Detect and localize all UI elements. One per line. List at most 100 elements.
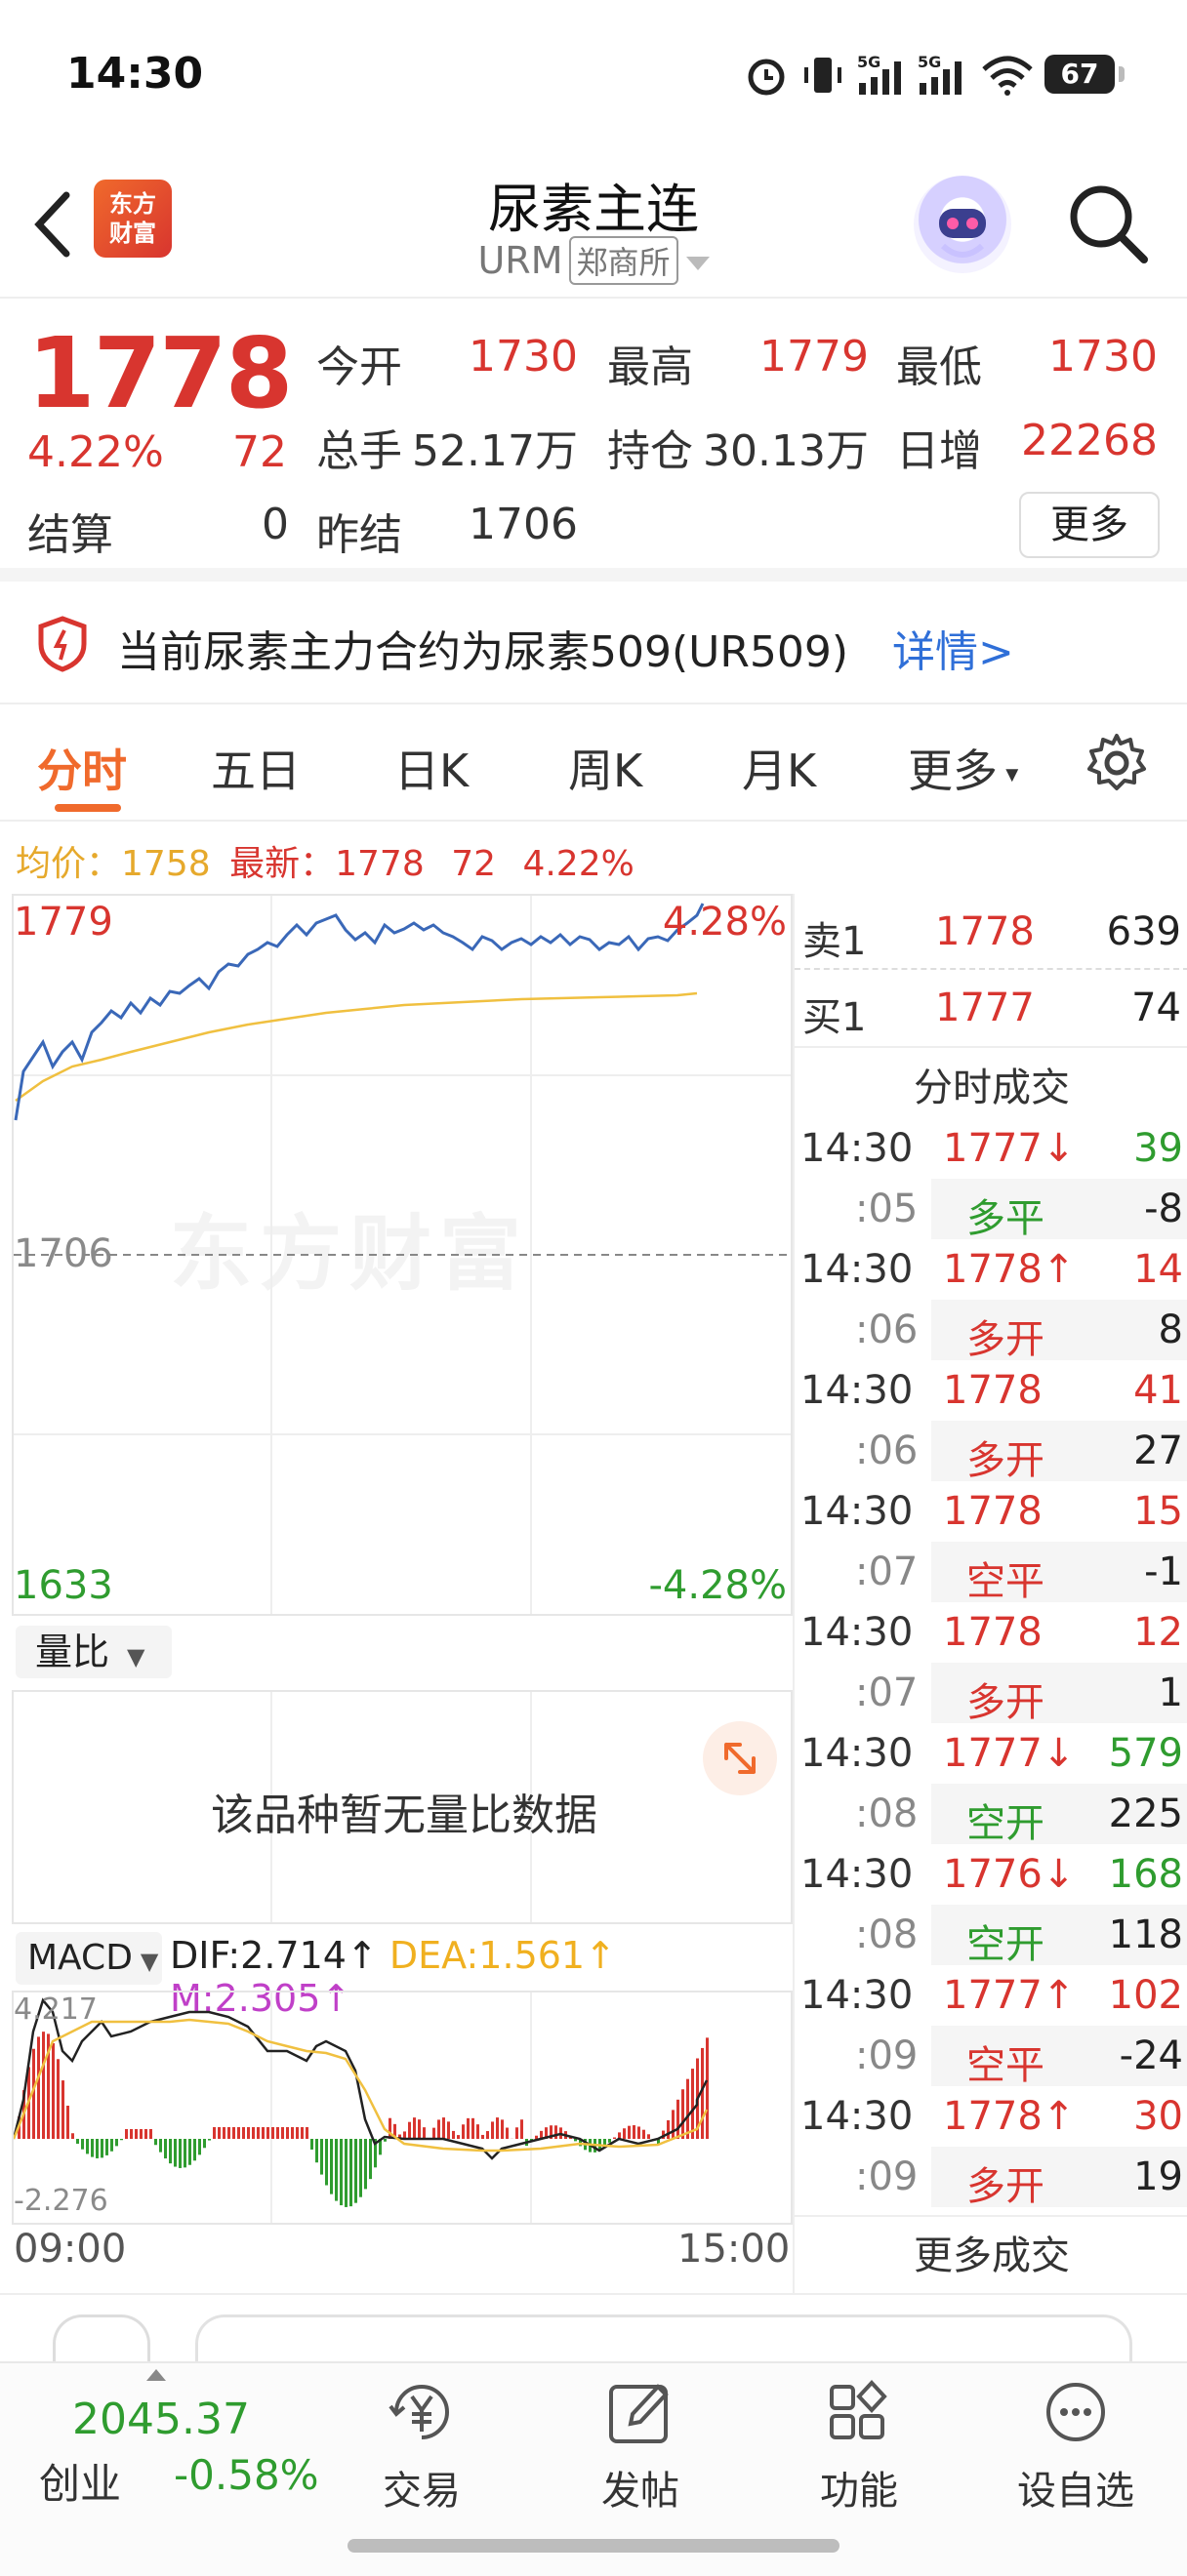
macd-bar (384, 2139, 387, 2142)
bid-label: 买1 (802, 995, 867, 1040)
trade-type-bg (931, 1421, 1187, 1481)
trade-volume: 102 (1108, 1973, 1183, 2018)
tab-more[interactable]: 更多 ▾ (908, 736, 1018, 800)
open-interest-value: 30.13万 (703, 426, 869, 476)
macd-bar (691, 2069, 694, 2139)
macd-bar (310, 2139, 313, 2150)
trade-row: 14:30 1778↑ 30 (795, 2086, 1187, 2147)
macd-bar (676, 2099, 679, 2139)
search-icon[interactable] (1064, 180, 1152, 267)
comment-input[interactable] (195, 2314, 1132, 2373)
contract-selector[interactable]: URM 郑商所 (0, 236, 1187, 285)
macd-bar (535, 2135, 538, 2139)
macd-bar (530, 2139, 533, 2142)
nav-customize-watchlist[interactable]: 设自选 (998, 2377, 1154, 2516)
expand-icon[interactable] (703, 1721, 777, 1795)
yen-cycle-icon (389, 2385, 449, 2439)
macd-bar (135, 2129, 138, 2139)
trade-type: 多开 (966, 1438, 1044, 1483)
trade-type-bg (931, 1784, 1187, 1844)
index-name: 创业 (39, 2460, 122, 2508)
trade-price: 1778↑ (943, 1247, 1076, 1292)
divider (795, 1046, 1187, 1048)
tab-five-day[interactable]: 五日 (211, 745, 301, 797)
trade-price: 1778 (943, 1368, 1043, 1413)
more-quote-button[interactable]: 更多 (1019, 492, 1160, 558)
macd-bar (437, 2119, 440, 2139)
macd-bar (554, 2125, 557, 2139)
caret-up-icon (146, 2369, 166, 2381)
back-arrow-icon[interactable] (25, 185, 84, 263)
avg-price-line (15, 991, 698, 1103)
macd-bar (550, 2125, 553, 2139)
trade-type-bg (931, 1663, 1187, 1723)
macd-bar (476, 2124, 479, 2139)
trade-second: :09 (855, 2154, 919, 2199)
macd-bar (188, 2139, 191, 2165)
emoji-button[interactable] (53, 2314, 150, 2373)
home-indicator[interactable] (348, 2539, 839, 2553)
ask-label: 卖1 (802, 919, 867, 964)
trade-oi-change: -8 (1144, 1187, 1183, 1231)
main-contract-notice[interactable]: 当前尿素主力合约为尿素509(UR509) 详情> (0, 582, 1187, 704)
macd-bar (364, 2139, 367, 2190)
gear-icon[interactable] (1085, 732, 1148, 794)
tab-daily-k[interactable]: 日K (394, 745, 470, 797)
macd-chart[interactable]: 4.217 -2.276 (12, 1991, 793, 2225)
nav-trade[interactable]: 交易 (344, 2377, 500, 2516)
macd-bar (110, 2139, 113, 2152)
macd-bar (57, 2059, 60, 2139)
trade-price: 1777↓ (943, 1731, 1076, 1776)
volume-ratio-header: 量比 ▼ (12, 1622, 793, 1680)
macd-bar (369, 2139, 372, 2180)
more-trades-button[interactable]: 更多成交 (795, 2215, 1187, 2293)
macd-bar (227, 2127, 230, 2139)
low-label: 最低 (896, 342, 982, 392)
macd-bar (115, 2139, 118, 2147)
comment-input-strip (0, 2293, 1187, 2373)
trade-volume: 39 (1133, 1126, 1183, 1171)
index-value[interactable]: 2045.37 (72, 2395, 250, 2444)
macd-dea: DEA:1.561↑ (389, 1934, 616, 1977)
settle-label: 结算 (27, 510, 113, 560)
trade-oi-change: 8 (1158, 1308, 1183, 1352)
macd-bar (130, 2129, 133, 2139)
macd-bar (662, 2130, 665, 2139)
battery-indicator: 67 (1044, 55, 1125, 94)
trade-volume: 14 (1133, 1247, 1183, 1292)
macd-bar (257, 2127, 260, 2139)
macd-bar (154, 2139, 157, 2146)
macd-bar (686, 2078, 689, 2139)
nav-post[interactable]: 发帖 (562, 2377, 718, 2516)
caret-down-icon: ▼ (127, 1643, 145, 1670)
active-tab-indicator (55, 804, 121, 812)
chart-start-time: 09:00 (14, 2227, 127, 2272)
notice-details-link[interactable]: 详情> (892, 627, 1014, 677)
macd-bar (140, 2129, 143, 2139)
macd-bar (520, 2119, 523, 2139)
macd-bar (193, 2139, 196, 2161)
nav-functions[interactable]: 功能 (781, 2377, 937, 2516)
macd-bar (462, 2124, 465, 2139)
notice-text: 当前尿素主力合约为尿素509(UR509) (117, 627, 849, 677)
tab-monthly-k[interactable]: 月K (742, 745, 817, 797)
macd-bar (457, 2135, 460, 2139)
trade-subrow: :08 空开 118 (795, 1905, 1187, 1967)
macd-bar (76, 2139, 79, 2144)
tab-intraday[interactable]: 分时 (37, 745, 127, 797)
macd-bar (37, 2036, 40, 2139)
avg-label: 均价： (16, 844, 122, 884)
macd-bar (496, 2117, 499, 2139)
tab-weekly-k[interactable]: 周K (568, 745, 643, 797)
assistant-robot-avatar[interactable] (914, 176, 1011, 273)
contract-symbol: URM (477, 239, 563, 282)
macd-bar (286, 2127, 289, 2139)
intraday-chart[interactable]: 东方财富 1779 4.28% 1706 1633 -4.28% (12, 894, 793, 1616)
macd-bar (247, 2127, 250, 2139)
nav-functions-label: 功能 (820, 2469, 898, 2514)
volume-ratio-selector[interactable]: 量比 ▼ (16, 1626, 172, 1678)
macd-selector[interactable]: MACD ▼ (16, 1932, 162, 1985)
trade-row: 14:30 1778 41 (795, 1360, 1187, 1421)
trade-type-bg (931, 1905, 1187, 1965)
shield-alert-icon (38, 616, 87, 672)
